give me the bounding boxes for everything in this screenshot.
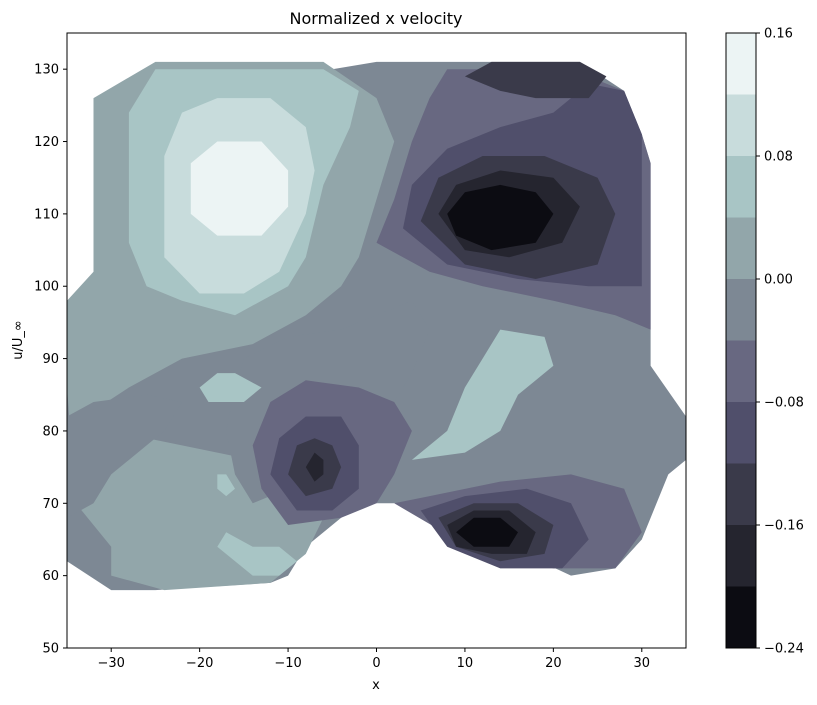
contour-region-small-spot bbox=[217, 474, 235, 497]
contour-region-mid-right-tongue bbox=[411, 329, 554, 460]
contour-region-west-lower-lobe bbox=[67, 394, 182, 518]
contour-region-northeast-band bbox=[464, 61, 607, 99]
colorbar-band bbox=[726, 217, 756, 279]
contour-region-lower-left-band bbox=[217, 532, 297, 576]
chart-title: Normalized x velocity bbox=[290, 9, 463, 28]
x-tick-label: −30 bbox=[97, 656, 124, 671]
colorbar: −0.24 −0.16 −0.08 0.00 0.08 0.16 bbox=[725, 27, 804, 657]
contour-fills bbox=[67, 61, 686, 591]
y-tick-label: 110 bbox=[34, 207, 59, 222]
x-tick-label: 0 bbox=[372, 656, 380, 671]
colorbar-band bbox=[726, 340, 756, 402]
y-tick-label: 90 bbox=[42, 352, 59, 367]
y-axis-label: u/U_∞ bbox=[11, 320, 26, 359]
contour-region-lower-right-peak bbox=[456, 517, 518, 547]
x-tick-label: −20 bbox=[186, 656, 213, 671]
colorbar-tick-label: 0.00 bbox=[764, 273, 793, 288]
contour-region-east-peak bbox=[447, 184, 554, 251]
y-tick-label: 100 bbox=[34, 280, 59, 295]
y-tick-label: 70 bbox=[42, 497, 59, 512]
y-tick-label: 60 bbox=[42, 569, 59, 584]
colorbar-tick-label: −0.08 bbox=[764, 396, 804, 411]
colorbar-band bbox=[726, 525, 756, 587]
y-tick-label: 120 bbox=[34, 135, 59, 150]
x-tick-label: 10 bbox=[457, 656, 474, 671]
colorbar-tick-label: −0.24 bbox=[764, 642, 804, 657]
x-tick-label: −10 bbox=[274, 656, 301, 671]
x-tick-label: 20 bbox=[545, 656, 562, 671]
y-tick-label: 50 bbox=[42, 642, 59, 657]
colorbar-band bbox=[726, 33, 756, 95]
y-axis: 50 60 70 80 90 100 110 120 130 bbox=[34, 63, 67, 657]
contour-region-small-plateau-left bbox=[199, 373, 262, 402]
colorbar-band bbox=[726, 586, 756, 648]
x-axis-label: x bbox=[372, 678, 380, 693]
colorbar-band bbox=[726, 156, 756, 218]
colorbar-frame bbox=[725, 32, 757, 649]
y-tick-label: 130 bbox=[34, 63, 59, 78]
colorbar-band bbox=[726, 463, 756, 525]
x-tick-label: 30 bbox=[634, 656, 651, 671]
colorbar-band bbox=[726, 402, 756, 464]
colorbar-band bbox=[726, 279, 756, 341]
y-tick-label: 80 bbox=[42, 424, 59, 439]
contour-region-lower-center-peak bbox=[305, 452, 324, 482]
colorbar-tick-label: 0.08 bbox=[764, 150, 793, 165]
colorbar-tick-label: −0.16 bbox=[764, 519, 804, 534]
contour-region-upper-left-peak bbox=[190, 141, 289, 236]
x-axis: −30 −20 −10 0 10 20 30 bbox=[97, 648, 650, 671]
colorbar-tick-label: 0.16 bbox=[764, 27, 793, 42]
colorbar-band bbox=[726, 94, 756, 156]
